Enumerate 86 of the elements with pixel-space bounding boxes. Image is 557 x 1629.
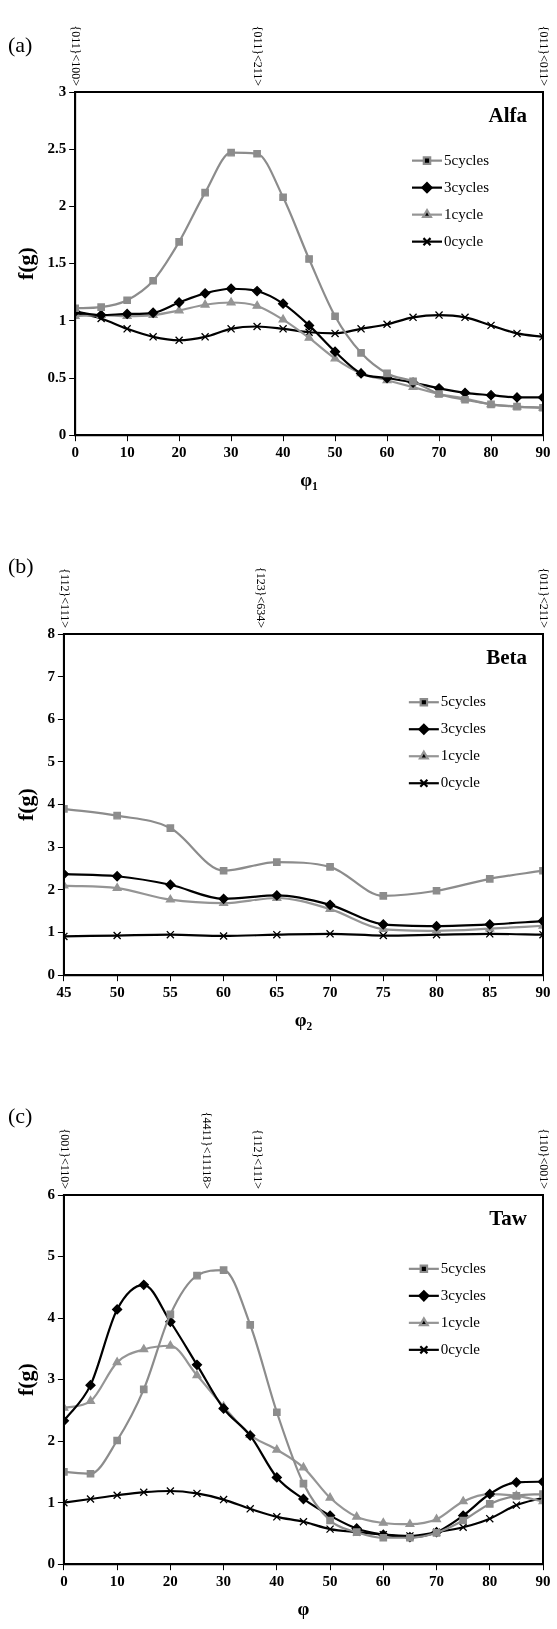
x-tick-label: 90 (535, 984, 551, 1001)
y-tick-label: 0 (47, 1555, 55, 1572)
legend-label: 0cycle (444, 232, 484, 249)
y-tick-label: 2 (58, 197, 67, 214)
y-tick-label: 0.5 (47, 368, 67, 385)
text: {001}<110> (57, 1128, 72, 1190)
x-tick-label: 75 (375, 984, 391, 1001)
x-tick-label: 50 (322, 1573, 338, 1590)
x-tick-label: 10 (119, 444, 135, 461)
y-axis-title: f(g) (12, 788, 38, 822)
y-tick-label: 1 (47, 923, 55, 940)
x-tick-label: 50 (327, 444, 343, 461)
text: {011}<011> (536, 25, 551, 87)
legend-label: 3cycles (440, 720, 486, 737)
x-tick-label: 90 (535, 1573, 551, 1590)
x-tick-label: 40 (269, 1573, 285, 1590)
x-tick-label: 0 (71, 444, 79, 461)
legend-label: 5cycles (444, 151, 490, 168)
x-tick-label: 85 (482, 984, 498, 1001)
text: {123}<634> (253, 566, 268, 629)
x-tick-label: 65 (269, 984, 285, 1001)
legend-label: 3cycles (440, 1286, 486, 1303)
y-tick-label: 5 (47, 1247, 55, 1264)
x-tick-label: 90 (535, 444, 551, 461)
y-tick-label: 4 (47, 1308, 56, 1325)
text: {011}<211> (250, 25, 265, 87)
x-tick-label: 10 (109, 1573, 125, 1590)
y-tick-label: 6 (47, 1185, 56, 1202)
x-tick-label: 70 (431, 444, 447, 461)
legend-label: 5cycles (440, 693, 486, 710)
y-tick-label: 3 (47, 1370, 55, 1387)
y-tick-label: 3 (47, 838, 55, 855)
x-tick-label: 60 (375, 1573, 391, 1590)
x-tick-label: 50 (109, 984, 125, 1001)
y-axis-title: f(g) (12, 247, 38, 281)
legend-label: 0cycle (440, 774, 481, 791)
y-tick-label: 1 (58, 311, 67, 328)
text: {4411}<11118> (200, 1111, 215, 1190)
y-axis-title: f(g) (12, 1363, 38, 1397)
text: {110}<001> (536, 1128, 551, 1190)
x-tick-label: 30 (223, 444, 239, 461)
x-tick-label: 70 (429, 1573, 445, 1590)
y-tick-label: 1 (47, 1493, 55, 1510)
x-tick-label: 45 (56, 984, 72, 1001)
y-tick-label: 4 (47, 795, 56, 812)
legend-label: 3cycles (444, 178, 490, 195)
y-tick-label: 1.5 (47, 254, 67, 271)
text: {112}<111> (57, 568, 72, 629)
x-tick-label: 55 (162, 984, 178, 1001)
x-tick-label: 20 (171, 444, 187, 461)
y-tick-label: 2 (47, 880, 55, 897)
x-tick-label: 80 (483, 444, 499, 461)
y-tick-label: 2 (47, 1432, 55, 1449)
x-tick-label: 20 (162, 1573, 178, 1590)
x-axis-title: φ₂ (294, 1008, 313, 1030)
y-tick-label: 3 (58, 82, 67, 99)
legend-label: 1cycle (444, 205, 484, 222)
x-tick-label: 70 (322, 984, 338, 1001)
legend-label: 0cycle (440, 1340, 481, 1357)
text: Beta (486, 644, 528, 669)
x-axis-title: φ₁ (300, 468, 318, 490)
chart-subtitle: (a) (8, 31, 33, 57)
legend-label: 1cycle (440, 1313, 481, 1330)
x-tick-label: 60 (379, 444, 395, 461)
x-tick-label: 60 (216, 984, 232, 1001)
x-tick-label: 80 (429, 984, 445, 1001)
y-tick-label: 2.5 (47, 140, 67, 157)
x-tick-label: 40 (275, 444, 291, 461)
text: {011}<100> (68, 25, 83, 87)
legend-label: 1cycle (440, 747, 481, 764)
text: Taw (489, 1205, 528, 1230)
y-tick-label: 8 (47, 624, 55, 641)
x-tick-label: 80 (482, 1573, 498, 1590)
legend-label: 5cycles (440, 1259, 486, 1276)
y-tick-label: 5 (47, 752, 55, 769)
text: Alfa (488, 102, 528, 127)
chart-subtitle: (c) (8, 1103, 33, 1129)
x-axis-title: φ (297, 1597, 310, 1619)
y-tick-label: 0 (47, 966, 55, 983)
text: {011}<211> (536, 567, 551, 629)
y-tick-label: 7 (47, 667, 56, 684)
chart-subtitle: (b) (8, 552, 34, 578)
y-tick-label: 6 (47, 710, 56, 727)
y-tick-label: 0 (58, 426, 67, 443)
x-tick-label: 30 (216, 1573, 232, 1590)
text: {112}<111> (250, 1129, 265, 1190)
